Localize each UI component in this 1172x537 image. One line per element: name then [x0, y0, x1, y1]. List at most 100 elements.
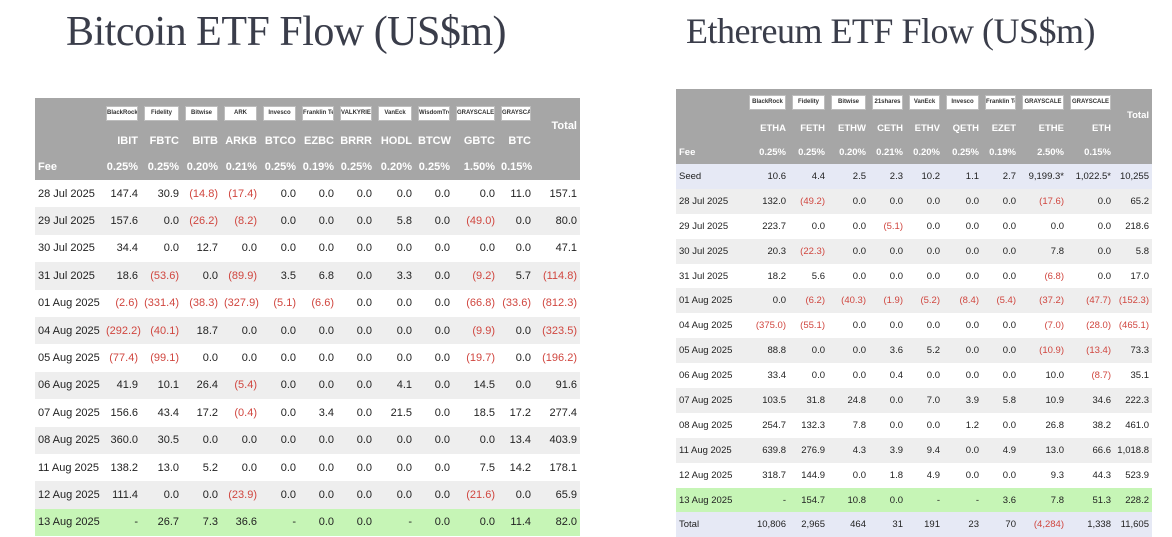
- flow-cell: 639.8: [746, 437, 789, 463]
- flow-cell: 0.0: [337, 316, 375, 345]
- date-cell: 07 Aug 2025: [676, 388, 746, 413]
- flow-cell: 0.0: [299, 481, 337, 509]
- row-total-cell: 11,605: [1114, 512, 1152, 537]
- date-cell: 06 Aug 2025: [679, 370, 733, 382]
- flow-cell: 0.0: [415, 262, 453, 290]
- flow-cell: 0.0: [141, 481, 182, 509]
- flow-cell: (2.6): [115, 297, 138, 310]
- flow-cell: 0.0: [182, 262, 221, 290]
- flow-cell: 0.0: [241, 461, 257, 474]
- flow-cell: -: [375, 508, 415, 537]
- flow-cell: 0.0: [434, 297, 450, 310]
- ticker-cell: EZBC: [299, 128, 337, 153]
- row-total-cell: 91.6: [534, 371, 580, 400]
- row-total-cell: 228.2: [1114, 487, 1152, 513]
- ticker-cell: QETH: [943, 115, 982, 141]
- flow-cell: 3.6: [869, 338, 906, 364]
- date-cell: 28 Jul 2025: [676, 188, 746, 214]
- flow-cell: (1.9): [869, 288, 906, 314]
- fee-total-cell: [1114, 141, 1152, 164]
- table-row: 28 Jul 2025 132.0 (49.2) 0.0 0.0 0.0 0.0 0.0 (17…: [676, 188, 1152, 214]
- ticker-cell: BRRR: [337, 128, 375, 153]
- flow-cell: (17.6): [1019, 188, 1067, 214]
- flow-cell: 0.0: [869, 238, 906, 264]
- flow-cell: 0.0: [965, 370, 979, 382]
- flow-cell: 0.0: [869, 487, 906, 513]
- flow-cell: 0.0: [337, 481, 375, 509]
- issuer-logo-cell: VALKYRIE: [337, 98, 375, 128]
- flow-cell: (8.4): [943, 288, 982, 314]
- fee-cell: 0.25%: [789, 141, 828, 164]
- ticker-cell: ARKB: [221, 128, 260, 153]
- date-cell: Total: [676, 512, 746, 537]
- flow-cell: 2.5: [828, 164, 869, 189]
- ticker-cell: HODL: [375, 128, 415, 153]
- date-cell: 04 Aug 2025: [35, 316, 103, 345]
- flow-cell: 7.5: [479, 461, 495, 474]
- flow-cell: 0.0: [828, 238, 869, 264]
- date-cell: 08 Aug 2025: [679, 419, 733, 431]
- issuer-logo-cell: Fidelity: [141, 98, 182, 128]
- date-cell: 28 Jul 2025: [38, 187, 95, 200]
- flow-cell: 103.5: [746, 388, 789, 413]
- flow-cell: 0.0: [926, 370, 940, 382]
- row-total-cell: (465.1): [1118, 320, 1149, 332]
- fee-cell: 0.20%: [828, 141, 869, 164]
- row-total-cell: 403.9: [534, 426, 580, 454]
- fee-label: Fee: [35, 153, 103, 180]
- flow-cell: 0.0: [515, 242, 531, 255]
- flow-cell: 23: [943, 512, 982, 537]
- date-cell: 05 Aug 2025: [676, 338, 746, 364]
- fee-cell: 0.25%: [337, 153, 375, 180]
- flow-cell: 0.0: [241, 242, 257, 255]
- issuer-logo: GRAYSCALE: [501, 105, 531, 121]
- issuer-logo-cell: Invesco: [260, 98, 299, 128]
- date-cell: 31 Jul 2025: [679, 270, 729, 282]
- flow-cell: 51.3: [1067, 487, 1114, 513]
- flow-cell: 1.2: [965, 419, 979, 431]
- flow-cell: (327.9): [224, 297, 259, 310]
- issuer-logo-cell: VanEck: [906, 89, 943, 115]
- flow-cell: 0.0: [260, 481, 299, 509]
- flow-cell: 0.0: [434, 406, 450, 419]
- table-row: 13 Aug 2025-26.7 7.3 36.6-0.0 0.0-0.0 0.0 11.…: [35, 508, 580, 537]
- flow-cell: 0.0: [375, 316, 415, 345]
- flow-cell: 1,022.5*: [1067, 164, 1114, 189]
- table-row: 08 Aug 2025 360.0 30.5 0.0 0.0 0.0 0.0 0.0 0.0 0.…: [35, 426, 580, 454]
- ticker-cell: IBIT: [103, 128, 141, 153]
- flow-cell: 4.1: [375, 371, 415, 400]
- flow-cell: 0.0: [260, 426, 299, 454]
- flow-cell: 0.0: [260, 316, 299, 345]
- fee-cell: 0.20%: [375, 153, 415, 180]
- ethereum-etf-flow-title: Ethereum ETF Flow (US$m): [686, 11, 1095, 51]
- flow-cell: 36.6: [221, 508, 260, 537]
- issuer-logo: GRAYSCALE: [1022, 94, 1064, 110]
- issuer-logo-row: BlackRock Fidelity Bitwise 21shares VanEck In…: [676, 89, 1152, 141]
- flow-cell: (40.1): [141, 316, 182, 345]
- flow-cell: (23.9): [221, 481, 260, 509]
- flow-cell: 0.0: [479, 187, 495, 200]
- table-row: 07 Aug 2025 156.6 43.4 17.2 (0.4) 0.0 3.4 0.0 21…: [35, 399, 580, 426]
- issuer-logo: GRAYSCALE: [456, 105, 495, 121]
- fee-total-cell: [534, 153, 580, 180]
- fee-cell: 0.15%: [498, 153, 534, 180]
- flow-cell: 34.6: [1067, 388, 1114, 413]
- flow-cell: 0.0: [337, 508, 375, 537]
- row-total-cell: (196.2): [542, 352, 577, 365]
- flow-cell: (9.2): [453, 262, 498, 290]
- flow-cell: 11.0: [510, 187, 531, 200]
- flow-cell: 0.0: [318, 187, 334, 200]
- date-cell: 05 Aug 2025: [38, 352, 100, 365]
- fee-cell: 0.25%: [746, 141, 789, 164]
- ticker-cell: ETHE: [1019, 115, 1067, 141]
- flow-cell: 0.0: [889, 320, 903, 332]
- flow-cell: (8.2): [221, 207, 260, 235]
- flow-cell: 154.7: [789, 487, 828, 513]
- flow-cell: (55.1): [800, 320, 825, 332]
- flow-cell: 0.0: [926, 220, 940, 232]
- issuer-logo-cell: Fidelity: [789, 89, 828, 115]
- table-row: 05 Aug 2025 (77.4) (99.1) 0.0 0.0 0.0 0.0 0.0 0.…: [35, 344, 580, 371]
- flow-cell: -: [103, 508, 141, 537]
- table-row: 31 Jul 2025 18.2 5.6 0.0 0.0 0.0 0.0 0.0 (6.8) 0.…: [676, 264, 1152, 289]
- flow-cell: 0.0: [811, 220, 825, 232]
